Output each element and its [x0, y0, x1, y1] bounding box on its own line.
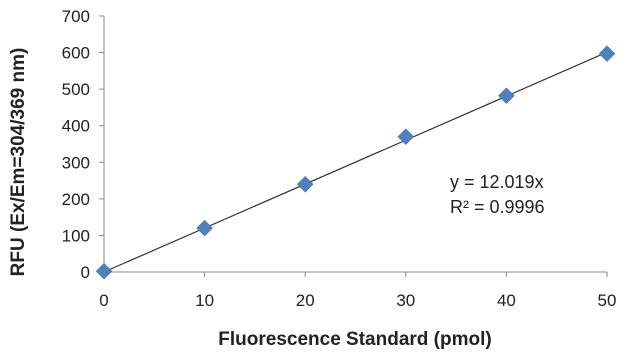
trendline	[103, 51, 608, 273]
x-tick-label: 0	[99, 291, 108, 310]
r-squared-annotation: R² = 0.9996	[450, 197, 545, 217]
data-points	[95, 45, 616, 280]
x-tick-label: 20	[296, 291, 315, 310]
y-tick-label: 600	[62, 44, 90, 63]
data-point	[296, 175, 314, 193]
y-tick-label: 700	[62, 7, 90, 26]
equation-annotation: y = 12.019x	[450, 172, 544, 192]
x-tick-label: 10	[195, 291, 214, 310]
data-point	[95, 262, 113, 280]
x-tick-label: 40	[497, 291, 516, 310]
data-point	[397, 128, 415, 146]
y-tick-label: 300	[62, 153, 90, 172]
y-tick-label: 200	[62, 190, 90, 209]
x-tick-label: 50	[598, 291, 617, 310]
y-tick-label: 500	[62, 80, 90, 99]
y-axis-title: RFU (Ex/Em=304/369 nm)	[8, 48, 29, 277]
trendline-group	[103, 51, 608, 273]
tick-labels: 0 100 200 300 400 500 600 700 0 10 20 30 40 50	[62, 7, 617, 310]
data-point	[196, 219, 213, 237]
y-tick-label: 100	[62, 226, 90, 245]
axes	[103, 16, 607, 273]
x-tick-label: 30	[396, 291, 415, 310]
x-axis-title: Fluorescence Standard (pmol)	[218, 329, 491, 350]
data-point	[598, 45, 616, 63]
y-tick-label: 0	[81, 263, 90, 282]
y-tick-label: 400	[62, 117, 90, 136]
data-point	[498, 87, 515, 105]
